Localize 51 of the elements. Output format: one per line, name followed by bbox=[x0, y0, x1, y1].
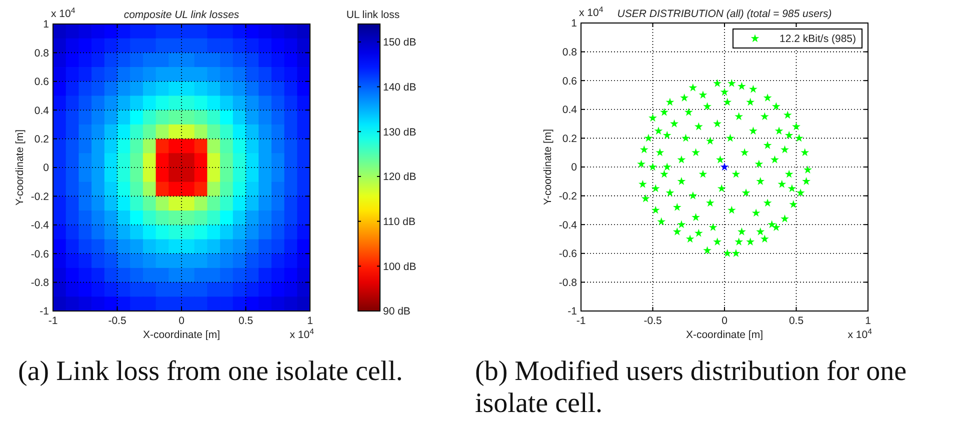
text: x 10$^{4}$ bbox=[579, 4, 604, 19]
text: (b) Modified users distribution for one isolate cell. bbox=[475, 356, 908, 420]
x-tick-label: 0.5 bbox=[238, 315, 254, 327]
color-bar-label: 90 dB bbox=[383, 306, 410, 318]
color-bar-label: 130 dB bbox=[383, 126, 416, 138]
text: (a) Link loss from one isolate cell. bbox=[18, 356, 403, 387]
y-tick-label: -0.2 bbox=[30, 190, 50, 203]
y-tick-label: 1 bbox=[43, 18, 50, 31]
y-tick-label: 0.2 bbox=[562, 132, 578, 145]
y-tick-label: 1 bbox=[571, 18, 578, 30]
x-tick-label: 1 bbox=[307, 315, 314, 327]
y-tick-label: -0.6 bbox=[30, 248, 50, 260]
x-tick-label: 1 bbox=[865, 315, 872, 327]
y-tick-label: 0.6 bbox=[34, 76, 50, 88]
color-bar-label: 140 dB bbox=[383, 81, 416, 94]
color-bar-label: 100 dB bbox=[383, 260, 416, 273]
y-tick-label: 0.8 bbox=[562, 46, 578, 58]
y-tick-label: 0 bbox=[571, 162, 578, 174]
chart-title: composite UL link losses bbox=[124, 9, 240, 21]
color-bar-label: 150 dB bbox=[383, 36, 416, 49]
color-bar-label: 110 dB bbox=[383, 216, 416, 228]
y-tick-label: -0.4 bbox=[30, 220, 50, 232]
text: x 10$^{4}$ bbox=[51, 6, 76, 20]
x-tick-label: 0 bbox=[722, 315, 728, 327]
y-tick-label: -1 bbox=[568, 306, 578, 318]
color-bar-title: UL link loss bbox=[346, 9, 400, 21]
legend-label: 12.2 kBit/s (985) bbox=[780, 33, 856, 46]
x-axis-title: X-coordinate [m] bbox=[686, 329, 764, 341]
x-tick-label: -0.5 bbox=[108, 315, 126, 327]
text: x 10$^{4}$ bbox=[290, 326, 315, 341]
x-tick-label: -0.5 bbox=[644, 315, 662, 327]
y-axis-title: Y-coordinate [m] bbox=[542, 128, 554, 206]
y-tick-label: 0.2 bbox=[34, 133, 50, 146]
color-bar-label: 120 dB bbox=[383, 171, 416, 184]
x-tick-label: 0.5 bbox=[788, 315, 804, 327]
y-tick-label: 0.4 bbox=[562, 104, 578, 116]
y-tick-label: -0.8 bbox=[558, 276, 578, 289]
y-tick-label: -0.4 bbox=[558, 219, 578, 232]
x-axis-title: X-coordinate [m] bbox=[142, 329, 220, 341]
y-tick-label: 0.6 bbox=[562, 75, 578, 88]
text: x 10$^{4}$ bbox=[848, 326, 873, 341]
y-tick-label: 0.8 bbox=[34, 47, 50, 60]
y-tick-label: 0.4 bbox=[34, 104, 50, 117]
y-axis-title: Y-coordinate [m] bbox=[14, 129, 26, 206]
y-tick-label: -0.8 bbox=[30, 276, 50, 289]
y-tick-label: -1 bbox=[40, 306, 50, 318]
y-tick-label: -0.2 bbox=[558, 190, 578, 202]
y-tick-label: 0 bbox=[43, 162, 50, 174]
chart-title: USER DISTRIBUTION (all) (total = 985 users) bbox=[617, 8, 832, 20]
x-tick-label: 0 bbox=[178, 315, 185, 327]
y-tick-label: -0.6 bbox=[558, 248, 578, 260]
